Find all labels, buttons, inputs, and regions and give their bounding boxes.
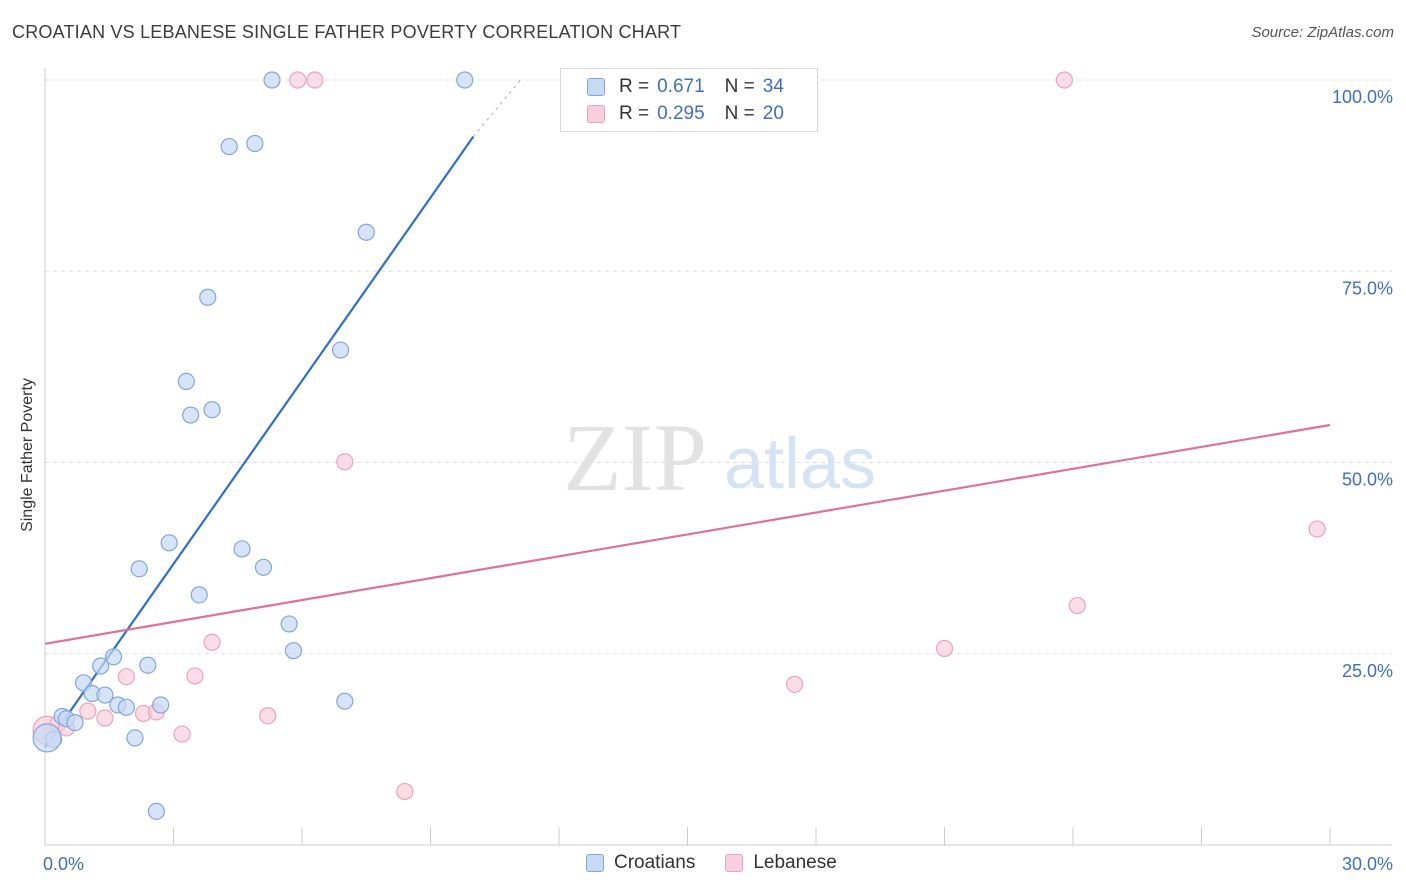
croatians-point bbox=[357, 223, 375, 241]
croatians-point bbox=[284, 642, 303, 660]
croatians-point bbox=[32, 723, 62, 753]
legend-item-lebanese[interactable]: Lebanese bbox=[725, 852, 837, 874]
data-points bbox=[32, 71, 1326, 820]
lebanese-point bbox=[396, 782, 414, 801]
croatians-point bbox=[336, 692, 354, 710]
y-axis-label: Single Father Poverty bbox=[19, 378, 36, 532]
x-tick-label-min: 0.0% bbox=[43, 854, 84, 874]
croatians-point bbox=[92, 657, 110, 675]
watermark-atlas: atlas bbox=[724, 424, 876, 504]
lebanese-n-value: 20 bbox=[762, 103, 784, 124]
croatians-n-label: N = bbox=[724, 76, 755, 97]
lebanese-point bbox=[173, 725, 191, 743]
chart-title: CROATIAN VS LEBANESE SINGLE FATHER POVER… bbox=[12, 22, 682, 42]
croatians-point bbox=[104, 648, 123, 666]
croatians-point bbox=[182, 406, 200, 424]
lebanese-legend-label: Lebanese bbox=[753, 852, 837, 873]
gridlines bbox=[45, 79, 1392, 655]
croatians-point bbox=[66, 713, 84, 732]
lebanese-point bbox=[186, 667, 204, 685]
y-tick-label: 100.0% bbox=[1332, 87, 1393, 107]
lebanese-point bbox=[79, 702, 97, 720]
lebanese-n-label: N = bbox=[724, 103, 755, 124]
croatians-point bbox=[147, 802, 165, 820]
croatians-trendline-extension bbox=[472, 79, 521, 137]
croatians-point bbox=[177, 372, 195, 391]
source-label: Source: ZipAtlas.com bbox=[1251, 24, 1394, 41]
lebanese-point bbox=[336, 453, 354, 471]
croatians-point bbox=[190, 586, 208, 604]
y-tick-label: 25.0% bbox=[1342, 661, 1393, 681]
lebanese-point bbox=[1055, 71, 1074, 89]
y-tick-label: 75.0% bbox=[1342, 278, 1393, 298]
legend-row-lebanese: R = 0.295 N = 20 bbox=[587, 102, 784, 126]
croatians-trendline bbox=[44, 135, 475, 748]
croatians-legend-label: Croatians bbox=[614, 852, 696, 873]
croatians-point bbox=[280, 615, 298, 633]
croatians-point bbox=[246, 134, 264, 153]
lebanese-swatch bbox=[587, 105, 605, 123]
lebanese-r-value: 0.295 bbox=[657, 103, 705, 124]
series-legend: Croatians Lebanese bbox=[586, 852, 867, 874]
croatians-point bbox=[199, 288, 217, 306]
croatians-r-label: R = bbox=[619, 76, 650, 97]
croatians-point bbox=[254, 558, 273, 576]
croatians-point bbox=[233, 540, 251, 558]
lebanese-point bbox=[289, 71, 307, 89]
croatians-point bbox=[220, 137, 238, 156]
lebanese-point bbox=[259, 707, 277, 725]
croatians-point bbox=[456, 71, 474, 89]
stats-legend: R = 0.671 N = 34 R = 0.295 N = 20 bbox=[560, 68, 818, 132]
lebanese-trendline bbox=[44, 423, 1331, 645]
croatians-point bbox=[96, 686, 114, 704]
watermark: ZIP atlas bbox=[563, 404, 876, 511]
croatians-swatch bbox=[587, 78, 605, 96]
lebanese-r-label: R = bbox=[619, 103, 650, 124]
croatians-legend-swatch bbox=[586, 854, 604, 872]
croatians-point bbox=[263, 71, 281, 89]
legend-row-croatians: R = 0.671 N = 34 bbox=[587, 75, 784, 99]
croatians-point bbox=[160, 534, 178, 552]
trendlines bbox=[44, 79, 1331, 748]
lebanese-point bbox=[117, 668, 135, 686]
watermark-zip: ZIP bbox=[563, 404, 707, 511]
lebanese-point bbox=[306, 71, 324, 89]
axes bbox=[44, 68, 1392, 846]
legend-item-croatians[interactable]: Croatians bbox=[586, 852, 695, 874]
croatians-point bbox=[203, 401, 221, 419]
croatians-n-value: 34 bbox=[762, 76, 784, 97]
lebanese-point bbox=[1068, 596, 1086, 615]
croatians-r-value: 0.671 bbox=[657, 76, 705, 97]
croatians-point bbox=[126, 729, 144, 747]
croatians-point bbox=[139, 656, 157, 674]
lebanese-point bbox=[96, 709, 114, 727]
croatians-point bbox=[130, 560, 148, 578]
croatians-point bbox=[117, 698, 135, 716]
lebanese-point bbox=[203, 633, 221, 651]
lebanese-point bbox=[785, 675, 804, 693]
x-tick-label-max: 30.0% bbox=[1342, 854, 1393, 874]
lebanese-point bbox=[1308, 520, 1326, 538]
croatians-point bbox=[152, 696, 170, 714]
lebanese-legend-swatch bbox=[725, 854, 744, 872]
croatians-point bbox=[331, 341, 350, 359]
y-tick-label: 50.0% bbox=[1342, 470, 1393, 490]
tick-labels: 25.0% 50.0% 75.0% 100.0% 0.0% 30.0% bbox=[43, 87, 1393, 874]
lebanese-point bbox=[935, 639, 954, 657]
